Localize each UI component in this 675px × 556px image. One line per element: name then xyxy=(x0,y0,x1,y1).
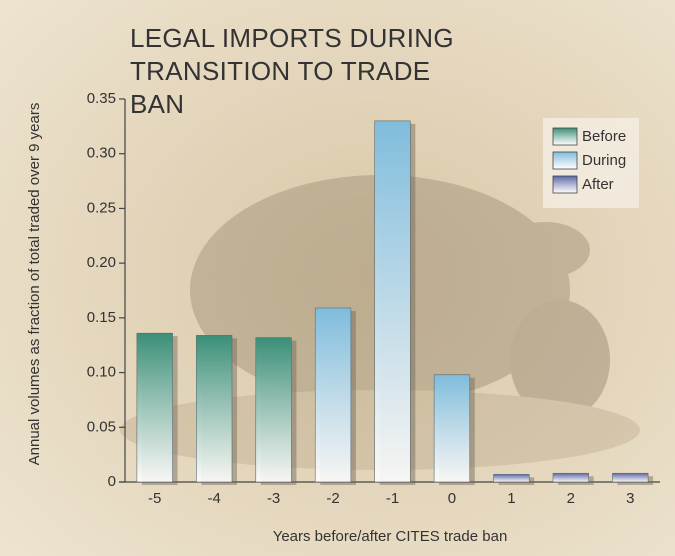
x-tick-label: -4 xyxy=(207,490,220,507)
x-tick-label: -3 xyxy=(267,490,280,507)
bar xyxy=(553,473,589,482)
y-tick-label: 0.10 xyxy=(87,364,116,381)
x-tick-label: -1 xyxy=(386,490,399,507)
y-tick-label: 0.25 xyxy=(87,199,116,216)
y-tick-label: 0.20 xyxy=(87,254,116,271)
y-tick-label: 0.15 xyxy=(87,309,116,326)
y-tick-label: 0.05 xyxy=(87,418,116,435)
y-tick-label: 0 xyxy=(108,473,116,490)
bar xyxy=(494,474,530,482)
x-tick-label: 2 xyxy=(567,490,575,507)
y-tick-label: 0.30 xyxy=(87,145,116,162)
x-axis-label: Years before/after CITES trade ban xyxy=(125,528,655,545)
bar xyxy=(612,473,648,482)
legend-label: After xyxy=(582,176,614,193)
bar xyxy=(137,333,173,482)
chart-page: 0 0.05 0.10 0.15 0.20 0.25 0.30 0.35 -5 -4 -3 -2 -1 0… xyxy=(0,0,675,556)
legend-label: During xyxy=(582,152,626,169)
bar xyxy=(315,308,351,482)
bar xyxy=(375,121,411,482)
x-tick-label: 0 xyxy=(448,490,456,507)
legend-swatch xyxy=(553,176,577,193)
chart-title: LEGAL IMPORTS DURING TRANSITION TO TRADE… xyxy=(130,22,490,121)
y-axis-label: Annual volumes as fraction of total trad… xyxy=(25,89,69,479)
bar xyxy=(196,335,232,482)
bar xyxy=(434,375,470,482)
legend-swatch xyxy=(553,152,577,169)
bar xyxy=(256,338,292,482)
x-tick-label: -2 xyxy=(326,490,339,507)
x-tick-label: 1 xyxy=(507,490,515,507)
y-tick-label: 0.35 xyxy=(87,90,116,107)
x-tick-label: 3 xyxy=(626,490,634,507)
x-tick-label: -5 xyxy=(148,490,161,507)
legend-swatch xyxy=(553,128,577,145)
legend-label: Before xyxy=(582,128,626,145)
